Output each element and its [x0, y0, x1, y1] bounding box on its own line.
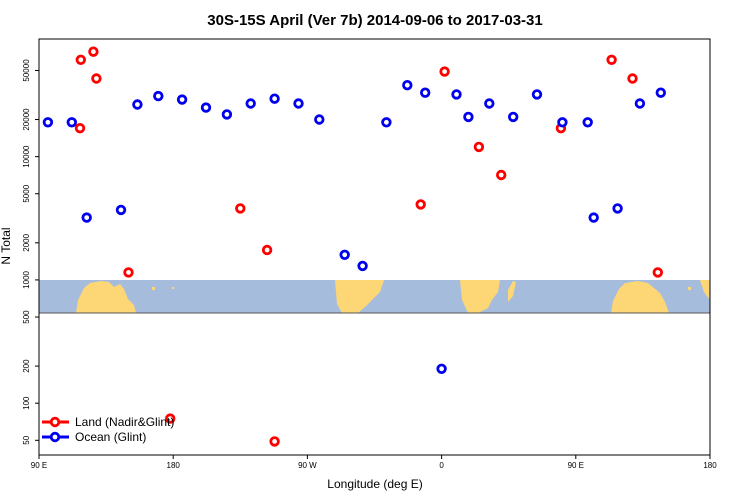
land-point-5: [123, 267, 134, 278]
legend-item-land: Land (Nadir&Glint): [42, 415, 174, 429]
ocean-point-20: [451, 89, 462, 100]
x-tick-label-2: 180: [167, 461, 181, 470]
data-points-layer: [42, 46, 666, 447]
y-tick-label-1: 50: [22, 435, 31, 444]
y-tick-label-5: 1000: [22, 270, 31, 288]
legend-item-ocean: Ocean (Glint): [42, 430, 146, 444]
ocean-point-11: [269, 93, 280, 104]
ocean-point-17: [402, 79, 413, 91]
world-map-band: [39, 280, 710, 313]
ocean-point-13: [314, 114, 325, 125]
x-tick-label-3: 90 W: [298, 461, 317, 470]
x-axis-ticks: 90 E 180 90 W 0 90 E 180: [31, 455, 717, 470]
x-axis-label: Longitude (deg E): [327, 477, 422, 491]
y-tick-label-2: 100: [22, 396, 31, 410]
y-tick-label-6: 2000: [22, 233, 31, 251]
y-tick-label-9: 20000: [22, 108, 31, 131]
land-point-3: [91, 73, 102, 84]
y-tick-label-10: 50000: [22, 59, 31, 82]
ocean-point-29: [634, 98, 646, 109]
land-point-1: [75, 54, 86, 65]
land-point-6: [164, 413, 176, 424]
land-point-16: [627, 73, 638, 84]
land-point-2: [74, 122, 86, 134]
ocean-point-8: [200, 102, 212, 113]
land-point-15: [606, 54, 617, 65]
ocean-point-28: [612, 203, 623, 214]
ocean-point-22: [484, 98, 495, 109]
ocean-point-27: [588, 212, 599, 223]
y-axis-label: N Total: [0, 227, 13, 264]
ocean-point-26: [582, 117, 593, 128]
y-tick-label-8: 10000: [22, 145, 31, 168]
x-tick-label-6: 180: [703, 461, 717, 470]
ocean-point-2: [66, 117, 77, 128]
ocean-point-14: [339, 249, 350, 260]
x-tick-label-4: 0: [439, 461, 444, 470]
x-tick-label-5: 90 E: [568, 461, 584, 470]
y-tick-label-3: 200: [22, 359, 31, 373]
ocean-point-6: [153, 90, 164, 102]
land-point-4: [88, 46, 99, 57]
legend-marker-land: [49, 416, 61, 428]
ocean-point-4: [115, 204, 127, 216]
ocean-point-23: [508, 111, 519, 123]
legend: Land (Nadir&Glint) Ocean (Glint): [42, 415, 174, 444]
ocean-point-1: [42, 117, 54, 128]
land-point-7: [235, 203, 246, 214]
ocean-point-9: [221, 109, 233, 120]
south-america-land-1: [335, 280, 384, 313]
ocean-point-15: [357, 260, 368, 272]
land-point-11: [439, 66, 450, 77]
australia-land-2: [611, 281, 669, 313]
chart-title: 30S-15S April (Ver 7b) 2014-09-06 to 201…: [207, 12, 542, 29]
land-point-17: [652, 267, 663, 278]
y-axis-ticks: 50 100 200 500 1000 2000 5000 10000 20000 50000: [22, 59, 39, 445]
australia-land: [76, 281, 136, 313]
legend-marker-ocean: [49, 431, 61, 443]
land-point-13: [496, 169, 507, 181]
y-tick-label-7: 5000: [22, 184, 31, 202]
map-land-areas: [76, 280, 710, 313]
ocean-point-30: [655, 87, 666, 98]
land-point-12: [473, 141, 485, 153]
ocean-point-19: [420, 87, 431, 98]
x-tick-label-1: 90 E: [31, 461, 47, 470]
ocean-point-21: [463, 111, 474, 123]
south-america-land-2: [700, 280, 710, 300]
island-land-2: [172, 287, 174, 289]
ocean-point-24: [531, 89, 543, 100]
ocean-point-18: [436, 363, 447, 374]
africa-land-1: [460, 280, 500, 313]
land-point-9: [269, 436, 280, 447]
ocean-point-3: [81, 212, 92, 223]
madagascar-land-1: [508, 281, 516, 302]
ocean-point-25: [557, 117, 568, 128]
land-point-8: [261, 244, 273, 256]
island-land-1: [152, 287, 155, 290]
ocean-point-16: [381, 117, 392, 128]
legend-label-land: Land (Nadir&Glint): [75, 415, 174, 429]
ocean-point-12: [293, 98, 304, 109]
plot-frame: [38, 38, 711, 456]
y-tick-label-4: 500: [22, 310, 31, 324]
island-land-3: [688, 287, 691, 290]
land-point-10: [415, 199, 426, 210]
ocean-point-10: [245, 98, 256, 109]
legend-label-ocean: Ocean (Glint): [75, 430, 146, 444]
ocean-point-5: [132, 99, 143, 110]
ocean-point-7: [176, 94, 188, 105]
